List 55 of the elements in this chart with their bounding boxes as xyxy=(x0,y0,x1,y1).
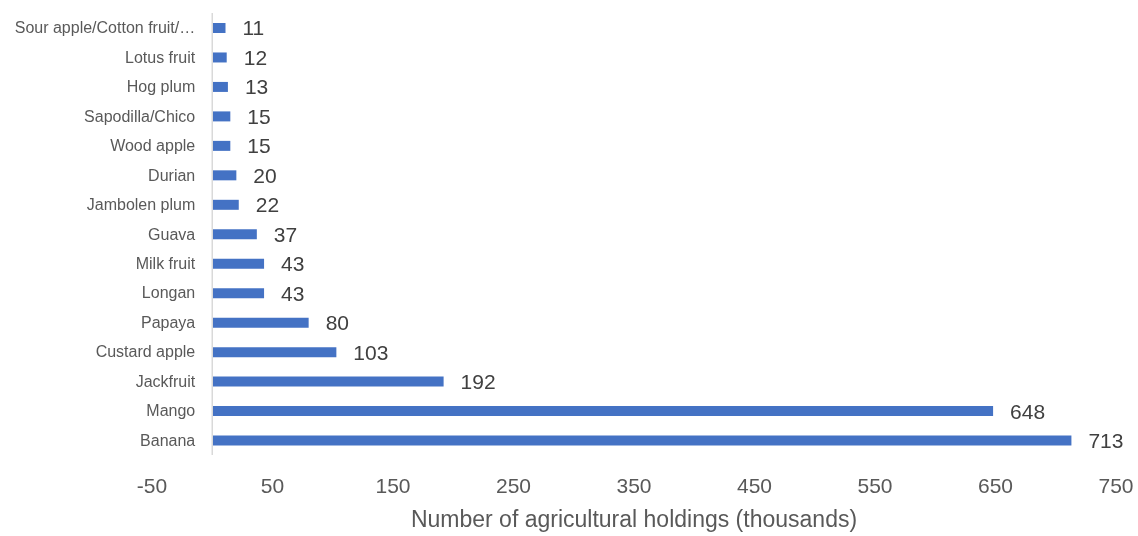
data-label: 15 xyxy=(247,134,271,158)
data-label: 20 xyxy=(253,163,277,187)
x-tick-label: 350 xyxy=(616,473,652,497)
y-tick-label: Longan xyxy=(141,284,196,302)
y-tick-label: Sour apple/Cotton fruit/… xyxy=(14,19,196,37)
bar xyxy=(212,406,994,417)
y-tick-label: Guava xyxy=(148,225,196,243)
data-label: 13 xyxy=(244,75,269,99)
y-tick-label: Wood apple xyxy=(110,137,196,155)
data-label: 43 xyxy=(281,252,305,276)
data-label: 37 xyxy=(273,222,298,246)
data-label: 103 xyxy=(353,340,389,364)
bar xyxy=(212,317,309,328)
bar xyxy=(212,229,257,240)
y-tick-label: Hog plum xyxy=(126,78,196,96)
y-tick-label: Banana xyxy=(140,431,196,449)
bar xyxy=(212,376,444,387)
bar xyxy=(212,435,1072,446)
data-label: 22 xyxy=(255,193,280,217)
data-label: 192 xyxy=(460,370,496,394)
x-tick-label: -50 xyxy=(136,473,168,497)
x-tick-label: 250 xyxy=(495,473,532,497)
bar xyxy=(212,140,231,151)
data-label: 713 xyxy=(1088,428,1124,452)
y-tick-label: Papaya xyxy=(140,313,196,331)
x-tick-label: 50 xyxy=(260,473,285,497)
y-tick-label: Mango xyxy=(146,402,196,420)
bar xyxy=(212,170,237,181)
y-tick-label: Jackfruit xyxy=(135,372,196,390)
y-tick-label: Custard apple xyxy=(95,343,196,361)
y-tick-label: Durian xyxy=(148,166,196,184)
bar xyxy=(212,288,265,299)
y-tick-label: Jambolen plum xyxy=(86,196,196,214)
bar xyxy=(212,52,227,63)
bar xyxy=(212,111,231,122)
data-label: 648 xyxy=(1010,399,1046,423)
x-tick-label: 550 xyxy=(857,473,893,497)
bar xyxy=(212,347,337,358)
data-label: 11 xyxy=(242,16,265,40)
bar xyxy=(212,81,228,92)
x-axis-title: Number of agricultural holdings (thousands) xyxy=(410,506,858,532)
bar xyxy=(212,199,239,210)
data-label: 12 xyxy=(243,45,268,69)
data-label: 80 xyxy=(325,311,350,335)
bar xyxy=(212,23,226,33)
y-tick-label: Milk fruit xyxy=(135,254,196,272)
x-tick-label: 750 xyxy=(1098,473,1134,497)
data-label: 43 xyxy=(281,281,305,305)
data-label: 15 xyxy=(247,104,271,128)
y-tick-label: Lotus fruit xyxy=(124,48,196,66)
bar xyxy=(212,258,265,269)
x-tick-label: 150 xyxy=(375,473,411,497)
y-tick-label: Sapodilla/Chico xyxy=(84,107,196,125)
x-tick-label: 450 xyxy=(736,473,773,497)
x-tick-label: 650 xyxy=(977,473,1014,497)
